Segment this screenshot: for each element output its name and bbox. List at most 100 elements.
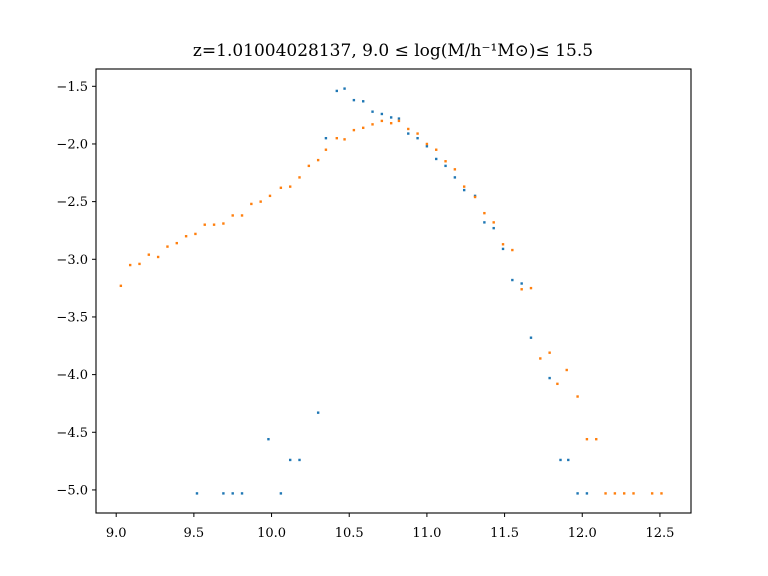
x-tick-label: 9.5 xyxy=(184,526,205,541)
y-tick-label: −3.0 xyxy=(56,253,88,268)
series-2-point xyxy=(343,138,346,141)
series-2-point xyxy=(425,142,429,146)
series-1-point xyxy=(444,164,447,168)
series-2-point xyxy=(166,245,169,248)
series-1-point xyxy=(343,87,346,90)
series-2-point xyxy=(316,158,320,162)
series-1-point xyxy=(576,492,579,495)
y-tick-label: −4.5 xyxy=(56,426,88,441)
series-2-point xyxy=(175,241,178,245)
series-1-point xyxy=(501,247,505,251)
series-2-point xyxy=(259,200,262,203)
series-2-point xyxy=(203,223,206,226)
chart-title: z=1.01004028137, 9.0 ≤ log(M/h⁻¹M⊙)≤ 15.… xyxy=(193,41,593,61)
series-1-point xyxy=(362,100,365,103)
series-2-point xyxy=(147,253,151,256)
plot-frame xyxy=(95,68,692,514)
series-2-point xyxy=(483,211,486,215)
data-points xyxy=(119,87,663,495)
x-tick-label: 11.5 xyxy=(490,526,519,541)
series-1-point xyxy=(352,98,356,102)
series-2-point xyxy=(585,437,589,441)
series-1-point xyxy=(435,157,438,161)
series-1-point xyxy=(298,458,301,462)
series-2-point xyxy=(444,160,447,163)
series-2-point xyxy=(240,214,244,217)
series-1-point xyxy=(425,145,429,148)
series-2-point xyxy=(335,136,338,140)
series-1-point xyxy=(453,176,457,179)
series-1-point xyxy=(520,282,523,285)
y-tick-label: −5.0 xyxy=(56,483,88,498)
series-2-point xyxy=(632,492,635,495)
series-2-point xyxy=(288,185,292,188)
series-2-point xyxy=(128,263,132,267)
series-2-point xyxy=(501,243,505,246)
series-1-point xyxy=(267,437,270,441)
series-2-point xyxy=(212,223,216,226)
series-1-point xyxy=(195,492,199,495)
series-2-point xyxy=(613,492,617,495)
x-tick-label: 12.5 xyxy=(645,526,674,541)
series-2-point xyxy=(529,286,533,290)
series-2-point xyxy=(184,235,188,238)
series-1-point xyxy=(335,89,338,93)
series-1-point xyxy=(483,221,486,224)
series-1-point xyxy=(529,336,533,339)
y-tick-label: −1.5 xyxy=(56,80,88,95)
series-1-point xyxy=(407,132,410,135)
y-tick-label: −2.0 xyxy=(56,137,88,152)
series-2-point xyxy=(416,132,419,135)
series-2-point xyxy=(194,232,197,236)
series-2-point xyxy=(548,351,551,354)
series-2-point xyxy=(380,119,384,123)
series-2-point xyxy=(389,122,393,125)
series-2-point xyxy=(565,368,568,372)
series-2-point xyxy=(362,126,365,130)
series-2-point xyxy=(622,492,626,495)
series-1-point xyxy=(585,492,589,495)
series-2-point xyxy=(650,492,654,495)
series-2-point xyxy=(371,123,374,126)
y-tick-label: −4.0 xyxy=(56,368,88,383)
x-tick-label: 11.0 xyxy=(412,526,441,541)
series-2-point xyxy=(556,382,559,386)
series-2-point xyxy=(279,186,283,189)
series-1-point xyxy=(324,136,328,140)
series-2-point xyxy=(119,284,123,288)
series-1-point xyxy=(288,458,292,462)
series-1-point xyxy=(567,458,570,462)
series-1-point xyxy=(371,110,374,113)
series-2-point xyxy=(397,119,401,123)
series-2-point xyxy=(407,127,410,131)
x-tick-label: 12.0 xyxy=(568,526,597,541)
series-2-point xyxy=(138,262,141,266)
series-1-point xyxy=(316,411,320,414)
series-1-point xyxy=(222,492,225,495)
series-2-point xyxy=(453,168,457,171)
series-2-point xyxy=(250,202,253,206)
axes: 9.0 9.5 10.0 10.5 11.0 11.5 12.0 12.5 −1.5 −2.0 −2… xyxy=(56,80,674,541)
series-1-point xyxy=(380,112,384,116)
series-1-point xyxy=(397,117,401,120)
series-2-point xyxy=(660,492,663,495)
series-1-point xyxy=(462,188,466,192)
series-2-point xyxy=(156,255,160,259)
series-2-point xyxy=(307,164,311,168)
series-1-point xyxy=(279,492,283,495)
series-2-point xyxy=(222,222,225,225)
series-2-point xyxy=(298,176,301,179)
x-tick-label: 10.5 xyxy=(335,526,364,541)
series-2-point xyxy=(435,148,438,151)
y-tick-label: −3.5 xyxy=(56,310,88,325)
series-2-point xyxy=(539,357,542,360)
series-1-point xyxy=(548,376,551,380)
series-2-point xyxy=(511,248,514,252)
series-2-point xyxy=(231,214,234,217)
series-1-point xyxy=(559,458,562,462)
series-1-point xyxy=(240,492,244,495)
series-2-point xyxy=(604,492,607,495)
series-2-point xyxy=(352,128,356,132)
